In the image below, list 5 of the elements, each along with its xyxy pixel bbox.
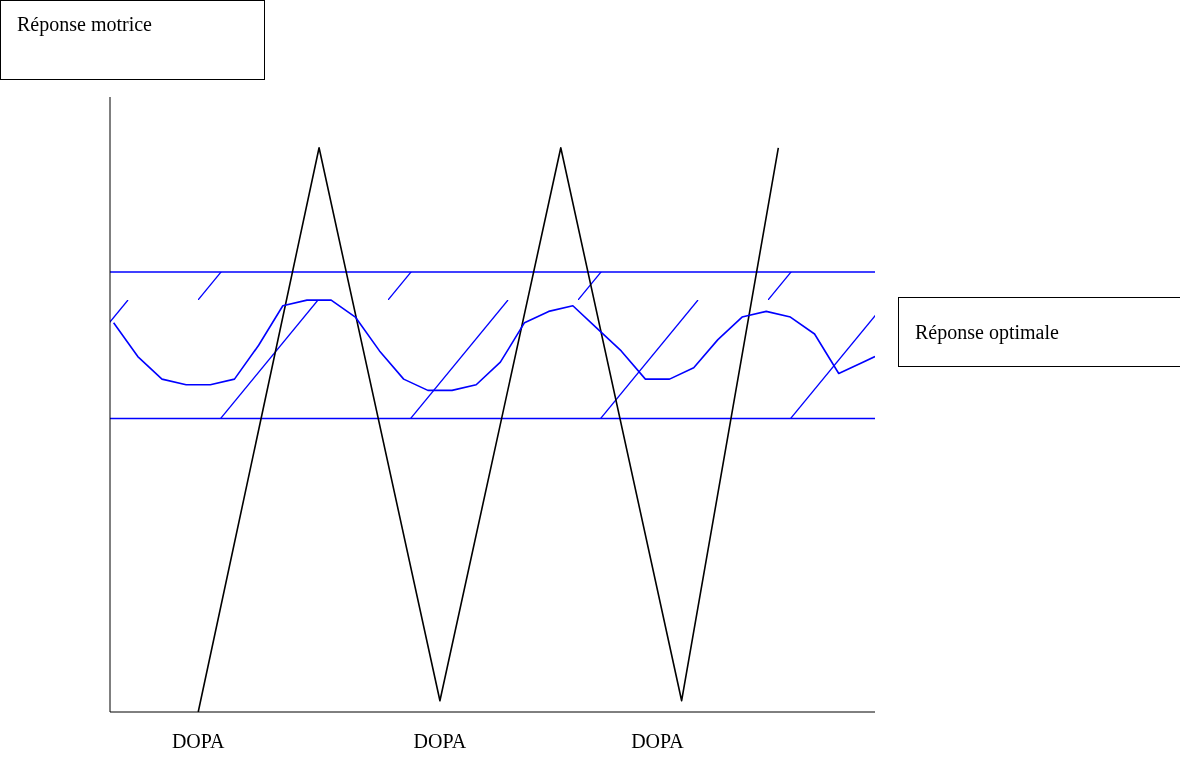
x-tick-label: DOPA	[171, 730, 226, 753]
text: Réponse motrice	[0, 0, 265, 80]
band-label: Réponse optimale	[898, 297, 1180, 367]
x-tick-label: DOPA	[413, 730, 467, 753]
x-tick-label: DOPA	[631, 730, 685, 753]
